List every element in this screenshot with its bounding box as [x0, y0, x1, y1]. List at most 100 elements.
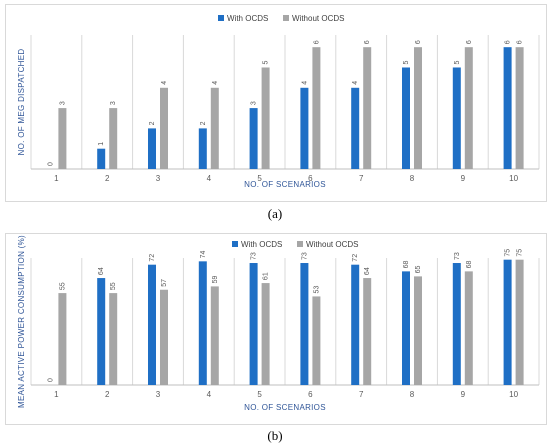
data-label-s2-cat-1: 55	[59, 282, 66, 290]
legend-label-2: Without OCDS	[306, 240, 358, 249]
x-tick-label: 10	[509, 174, 518, 183]
bar-s2-cat-3	[160, 87, 168, 169]
bar-s1-cat-10	[503, 259, 512, 385]
legend-label-1: With OCDS	[227, 14, 268, 23]
x-tick-label: 1	[54, 390, 59, 399]
x-tick-label: 1	[54, 174, 59, 183]
data-label-s1-cat-6: 73	[301, 252, 308, 260]
data-label-s2-cat-2: 3	[110, 101, 117, 105]
bar-s2-cat-7	[363, 278, 372, 385]
data-label-s1-cat-5: 73	[251, 252, 258, 260]
chart-b: With OCDS Without OCDS 0 55 1 64 55 2 72 57 3 74 59 4…	[5, 233, 547, 425]
data-label-s1-cat-8: 68	[403, 260, 410, 268]
bar-s1-cat-2	[97, 278, 106, 385]
x-tick-label: 5	[257, 390, 262, 399]
legend-swatch-1	[232, 241, 238, 247]
chart-b-svg: With OCDS Without OCDS0551645527257374594…	[17, 235, 540, 412]
x-tick-label: 7	[359, 390, 364, 399]
data-label-s1-cat-5: 3	[251, 101, 258, 105]
data-label-s2-cat-9: 6	[466, 40, 473, 44]
data-label-s1-cat-1: 0	[47, 378, 54, 382]
x-tick-label: 6	[308, 390, 313, 399]
data-label-s2-cat-10: 6	[517, 40, 524, 44]
data-label-s2-cat-3: 4	[161, 81, 168, 85]
legend-swatch-2	[283, 15, 289, 21]
data-label-s1-cat-8: 5	[403, 60, 410, 64]
caption-b: (b)	[267, 428, 283, 443]
data-label-s1-cat-7: 72	[352, 254, 359, 262]
x-tick-label: 3	[156, 390, 161, 399]
caption-a: (a)	[267, 206, 283, 221]
bar-s2-cat-9	[464, 271, 473, 385]
bar-s2-cat-5	[261, 67, 270, 169]
bar-s1-cat-9	[452, 67, 461, 169]
data-label-s2-cat-3: 57	[161, 279, 168, 287]
x-axis-title: NO. OF SCENARIOS	[244, 403, 326, 412]
bar-s1-cat-7	[351, 264, 360, 385]
bar-s2-cat-6	[312, 47, 321, 169]
chart-a: With OCDS Without OCDS 0 3 1 1 3 2 2 4 3 2 4 4 3 5 5 4 6 6 4…	[5, 4, 547, 202]
bar-s2-cat-8	[414, 47, 422, 169]
bar-s1-cat-10	[503, 47, 512, 169]
data-label-s2-cat-5: 61	[263, 272, 270, 280]
y-axis-title: NO. OF MEG DISPATCHED	[17, 49, 26, 156]
bar-s2-cat-2	[109, 108, 118, 169]
data-label-s1-cat-7: 4	[352, 81, 359, 85]
data-label-s1-cat-3: 72	[149, 254, 156, 262]
data-label-s1-cat-2: 64	[98, 267, 105, 275]
bar-s2-cat-8	[414, 276, 422, 385]
data-label-s2-cat-8: 6	[415, 40, 422, 44]
x-tick-label: 2	[105, 390, 110, 399]
bar-s1-cat-3	[148, 264, 156, 385]
data-label-s2-cat-8: 65	[415, 265, 422, 273]
bar-s1-cat-7	[351, 87, 360, 169]
bar-s2-cat-6	[312, 296, 321, 385]
bar-s2-cat-4	[210, 87, 219, 169]
x-tick-label: 8	[410, 390, 415, 399]
y-axis-title: MEAN ACTIVE POWER CONSUMPTION (%)	[17, 235, 26, 408]
bar-s2-cat-3	[160, 289, 168, 385]
bar-s1-cat-4	[198, 261, 207, 385]
data-label-s2-cat-9: 68	[466, 260, 473, 268]
legend-label-2: Without OCDS	[292, 14, 344, 23]
chart-a-svg: With OCDS Without OCDS 0 3 1 1 3 2 2 4 3 2 4 4 3 5 5 4 6 6 4…	[17, 14, 540, 189]
x-tick-label: 7	[359, 174, 364, 183]
x-tick-label: 9	[461, 390, 466, 399]
x-tick-label: 2	[105, 174, 110, 183]
data-label-s1-cat-9: 5	[454, 60, 461, 64]
data-label-s2-cat-10: 75	[517, 249, 524, 257]
bar-s2-cat-9	[464, 47, 473, 169]
data-label-s1-cat-6: 4	[301, 81, 308, 85]
data-label-s2-cat-6: 6	[313, 40, 320, 44]
bar-s1-cat-8	[402, 67, 410, 169]
bar-s1-cat-4	[198, 128, 207, 169]
legend-label-1: With OCDS	[241, 240, 282, 249]
data-label-s2-cat-6: 53	[313, 286, 320, 294]
x-tick-label: 4	[207, 174, 212, 183]
data-label-s1-cat-2: 1	[98, 142, 105, 146]
legend-swatch-2	[297, 241, 303, 247]
x-tick-label: 8	[410, 174, 415, 183]
bar-s1-cat-5	[249, 263, 258, 385]
x-tick-label: 10	[509, 390, 518, 399]
x-axis-title: NO. OF SCENARIOS	[244, 180, 326, 189]
bar-s2-cat-10	[515, 47, 524, 169]
data-label-s2-cat-7: 64	[364, 267, 371, 275]
data-label-s2-cat-7: 6	[364, 40, 371, 44]
data-label-s2-cat-4: 59	[212, 276, 219, 284]
bar-s2-cat-2	[109, 293, 118, 385]
data-label-s1-cat-3: 2	[149, 121, 156, 125]
data-label-s1-cat-10: 6	[505, 40, 512, 44]
data-label-s1-cat-10: 75	[505, 249, 512, 257]
data-label-s2-cat-2: 55	[110, 282, 117, 290]
bar-s1-cat-6	[300, 263, 309, 385]
data-label-s1-cat-4: 2	[200, 121, 207, 125]
bar-s1-cat-9	[452, 263, 461, 385]
legend-swatch-1	[218, 15, 224, 21]
bar-s2-cat-5	[261, 283, 270, 385]
bar-s1-cat-5	[249, 108, 258, 169]
bar-s2-cat-1	[58, 293, 67, 385]
data-label-s1-cat-9: 73	[454, 252, 461, 260]
bar-s2-cat-7	[363, 47, 372, 169]
x-tick-label: 4	[207, 390, 212, 399]
